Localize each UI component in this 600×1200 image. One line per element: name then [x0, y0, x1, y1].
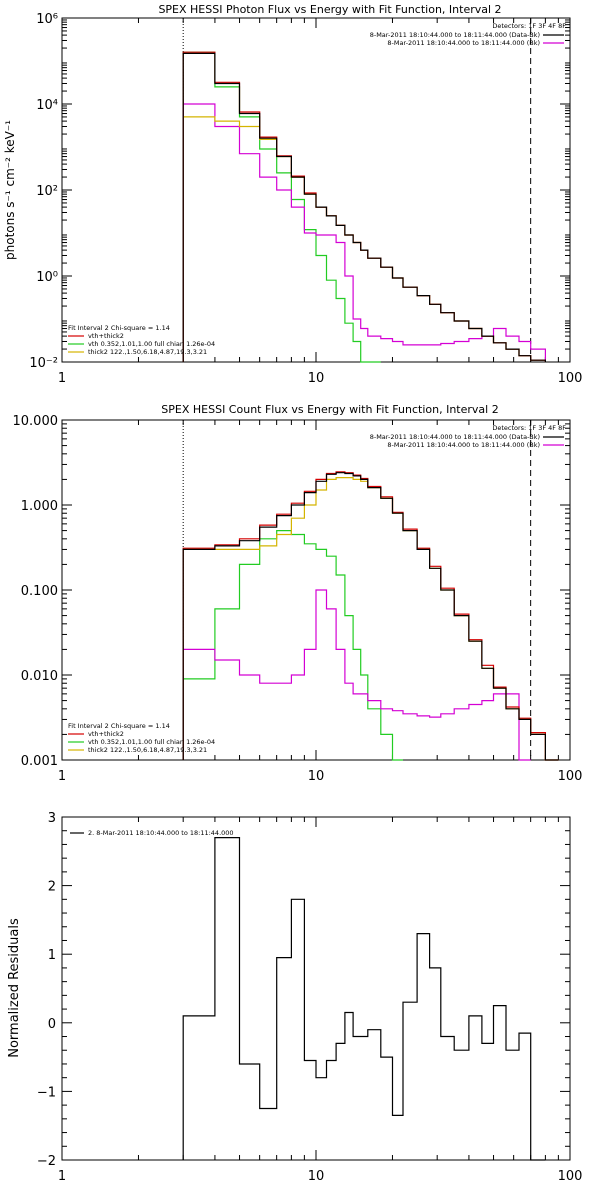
legend-top-entry: 8-Mar-2011 18:10:44.000 to 18:11:44.000 …: [387, 441, 540, 449]
series-black-step-line: [182, 837, 546, 1161]
photon-chart-title: SPEX HESSI Photon Flux vs Energy with Fi…: [158, 3, 501, 16]
x-tick-label: 100: [558, 371, 583, 386]
detectors-label: Detectors: 1F 3F 4F 8F: [492, 424, 566, 432]
legend-entry: 2. 8-Mar-2011 18:10:44.000 to 18:11:44.0…: [88, 829, 234, 837]
count-ticks: 1 10 100 0.001 0.010 0.100 1.000 10.000: [13, 414, 583, 784]
x-tick-label: 1: [58, 1169, 66, 1184]
series-magenta-step-line: [182, 103, 546, 362]
count-labels: Detectors: 1F 3F 4F 8F8-Mar-2011 18:10:4…: [68, 424, 566, 754]
x-tick-label: 10: [308, 1169, 325, 1184]
count-flux-panel: SPEX HESSI Count Flux vs Energy with Fit…: [13, 403, 583, 784]
y-tick-label: 10²: [36, 184, 58, 199]
x-tick-label: 100: [558, 769, 583, 784]
y-tick-label: 0.001: [21, 754, 58, 769]
x-tick-label: 100: [558, 1169, 583, 1184]
legend-bottom-entry: vth 0.352,1.01,1.00 full chian 1.26e-04: [88, 340, 215, 348]
x-tick-label: 10: [308, 769, 325, 784]
photon-ticks: 1 10 100 10⁻² 10⁰ 10² 10⁴ 10⁶: [29, 12, 582, 386]
photon-series: [182, 18, 546, 363]
residuals-labels: 2. 8-Mar-2011 18:10:44.000 to 18:11:44.0…: [70, 829, 234, 837]
photon-y-axis-label: photons s⁻¹ cm⁻² keV⁻¹: [3, 120, 17, 260]
photon-labels: Detectors: 1F 3F 4F 8F8-Mar-2011 18:10:4…: [68, 22, 566, 356]
x-tick-label: 1: [58, 769, 66, 784]
x-tick-label: 1: [58, 371, 66, 386]
legend-bottom-entry: Fit Interval 2 Chi-square = 1.14: [68, 324, 170, 332]
legend-bottom-entry: thick2 122.,1.50,6.18,4.87,19.3,3.21: [88, 348, 207, 356]
y-tick-label: 0.010: [21, 669, 58, 684]
legend-bottom-entry: vth+thick2: [88, 332, 124, 340]
y-tick-label: 3: [48, 811, 56, 826]
legend-top-entry: 8-Mar-2011 18:10:44.000 to 18:11:44.000 …: [387, 39, 540, 47]
residuals-series: [182, 837, 546, 1161]
series-yellow-step-line: [182, 477, 559, 761]
y-tick-label: 1.000: [21, 499, 58, 514]
y-tick-label: 0: [48, 1017, 56, 1032]
series-green-step-line: [182, 51, 381, 363]
detectors-label: Detectors: 1F 3F 4F 8F: [492, 22, 566, 30]
legend-bottom-entry: vth+thick2: [88, 730, 124, 738]
y-tick-label: 10⁻²: [29, 356, 58, 371]
series-red-step-line: [182, 471, 559, 761]
legend-bottom-entry: Fit Interval 2 Chi-square = 1.14: [68, 722, 170, 730]
y-tick-label: 2: [48, 880, 56, 895]
legend-bottom-entry: vth 0.352,1.01,1.00 full chian 1.26e-04: [88, 738, 215, 746]
series-yellow-step-line: [182, 116, 546, 362]
series-red-step-line: [182, 51, 546, 362]
series-magenta-step-line: [182, 589, 531, 761]
y-tick-label: 1: [48, 948, 56, 963]
photon-flux-panel: SPEX HESSI Photon Flux vs Energy with Fi…: [3, 3, 582, 386]
legend-top-entry: 8-Mar-2011 18:10:44.000 to 18:11:44.000 …: [370, 31, 540, 39]
series-black-step-line: [182, 472, 559, 761]
y-tick-label: −1: [37, 1085, 56, 1100]
legend-top-entry: 8-Mar-2011 18:10:44.000 to 18:11:44.000 …: [370, 433, 540, 441]
y-tick-label: 10⁴: [36, 98, 58, 113]
y-tick-label: 10⁰: [36, 270, 58, 285]
legend-bottom-entry: thick2 122.,1.50,6.18,4.87,19.3,3.21: [88, 746, 207, 754]
residuals-plot-frame: [61, 816, 571, 1161]
residuals-panel: 1 10 100 −2 −1 0 1 2 3 2. 8-Mar-2011 18:10:44.00…: [7, 811, 582, 1184]
y-tick-label: 10.000: [13, 414, 59, 429]
count-chart-title: SPEX HESSI Count Flux vs Energy with Fit…: [161, 403, 498, 416]
series-green-step-line: [182, 530, 403, 761]
y-tick-label: −2: [37, 1154, 56, 1169]
y-tick-label: 0.100: [21, 584, 58, 599]
residuals-y-axis-label: Normalized Residuals: [7, 918, 22, 1058]
y-tick-label: 10⁶: [36, 12, 58, 27]
count-series: [182, 420, 559, 761]
series-black-step-line: [182, 52, 546, 362]
x-tick-label: 10: [308, 371, 325, 386]
photon-plot-frame: [61, 17, 571, 363]
residuals-ticks: 1 10 100 −2 −1 0 1 2 3: [37, 811, 583, 1184]
